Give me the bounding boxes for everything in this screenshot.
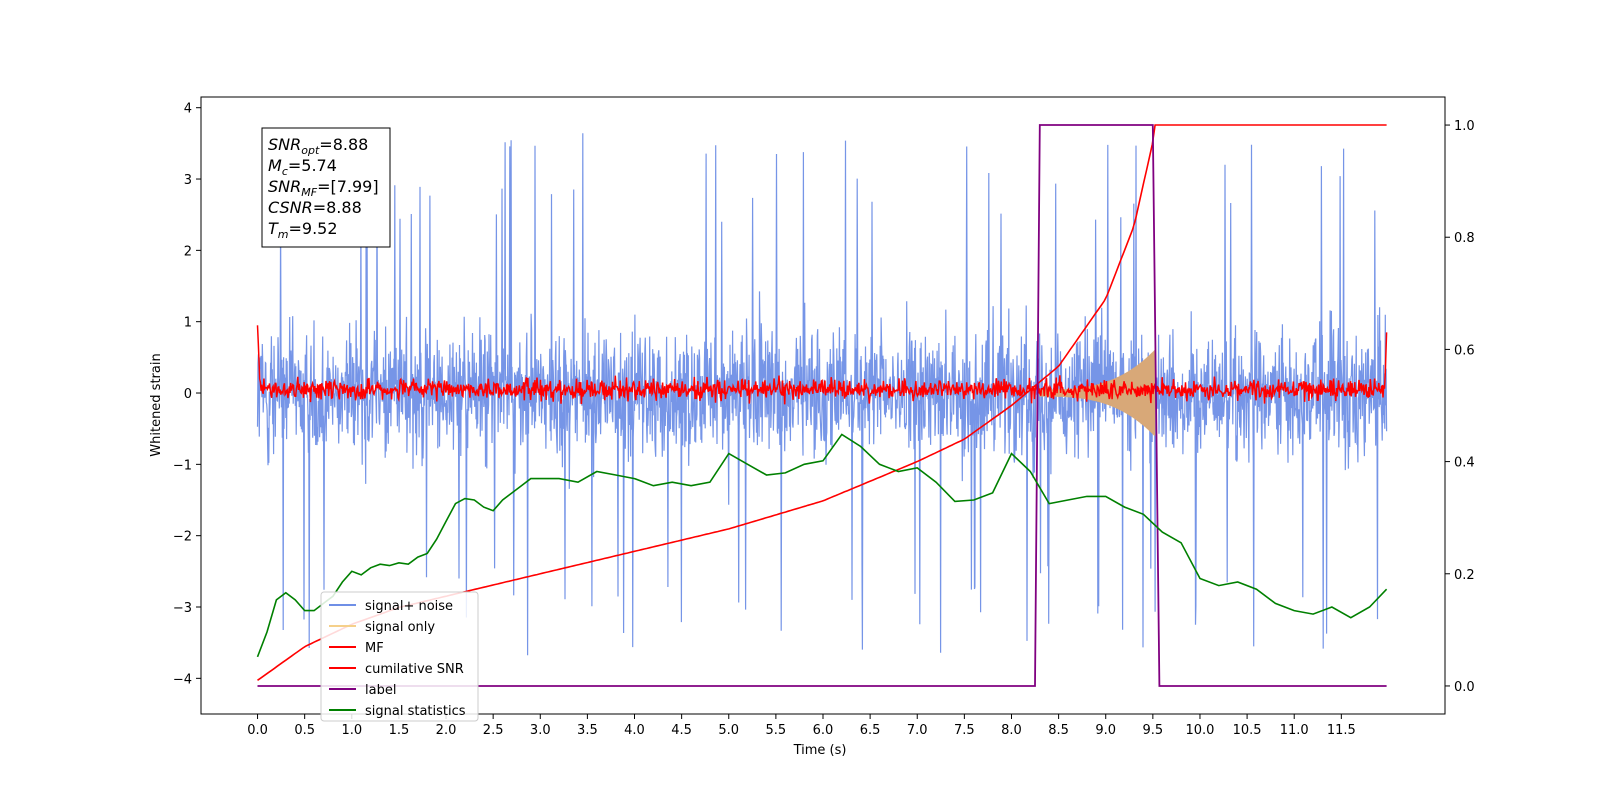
x-tick-label: 7.5 — [954, 723, 975, 738]
x-tick-label: 8.0 — [1001, 723, 1022, 738]
x-tick-label: 6.5 — [860, 723, 881, 738]
stats-line: SNRopt=8.88 — [268, 135, 368, 157]
y-left-tick-label: 1 — [184, 316, 192, 331]
y-right-tick-label: 0.2 — [1454, 568, 1475, 583]
y-right-tick-label: 0.0 — [1454, 680, 1475, 695]
x-tick-label: 9.5 — [1143, 723, 1164, 738]
legend: signal+ noise signal only MF cumilative SNR… — [320, 591, 479, 722]
x-tick-label: 0.5 — [294, 723, 315, 738]
x-tick-label: 2.5 — [483, 723, 504, 738]
y-left-tick-label: −3 — [173, 601, 192, 616]
y-left-tick-label: 4 — [184, 102, 192, 117]
y-left-tick-label: −2 — [173, 530, 192, 545]
legend-entry: signal+ noise — [365, 599, 453, 614]
y-left-tick-label: 0 — [184, 387, 192, 402]
legend-entry: signal statistics — [365, 704, 466, 719]
stats-box-frame — [261, 127, 391, 248]
x-tick-label: 3.0 — [530, 723, 551, 738]
y-axis-left: −4 −3 −2 −1 0 1 2 3 4 — [173, 102, 201, 687]
y-left-tick-label: 3 — [184, 173, 192, 188]
legend-entry: cumilative SNR — [365, 662, 464, 677]
x-tick-label: 5.0 — [718, 723, 739, 738]
legend-entry: label — [365, 683, 396, 698]
x-tick-label: 2.0 — [436, 723, 457, 738]
stats-line: Tm=9.52 — [268, 219, 338, 241]
y-right-tick-label: 1.0 — [1454, 119, 1475, 134]
x-tick-label: 6.0 — [813, 723, 834, 738]
legend-entry: signal only — [365, 620, 435, 635]
series-signal-noise — [256, 133, 1388, 656]
x-tick-label: 8.5 — [1048, 723, 1069, 738]
series-label — [257, 124, 1387, 687]
x-tick-label: 11.0 — [1280, 723, 1309, 738]
y-left-tick-label: −4 — [173, 672, 192, 687]
y-axis-right: 0.0 0.2 0.4 0.6 0.8 1.0 — [1445, 119, 1475, 695]
x-tick-label: 11.5 — [1327, 723, 1356, 738]
x-tick-label: 4.5 — [671, 723, 692, 738]
x-tick-label: 1.5 — [389, 723, 410, 738]
x-axis: 0.0 0.5 1.0 1.5 2.0 2.5 3.0 3.5 4.0 4.5 5.0 5.5 6.0 6… — [247, 714, 1356, 738]
stats-line: CSNR=8.88 — [268, 198, 362, 217]
stats-line: SNRMF=[7.99] — [268, 177, 379, 199]
series-mf — [256, 325, 1388, 405]
legend-entry: MF — [365, 641, 384, 656]
series-signal-statistics — [256, 433, 1388, 658]
x-tick-label: 7.0 — [907, 723, 928, 738]
y-right-tick-label: 0.4 — [1454, 456, 1475, 471]
x-tick-label: 9.0 — [1095, 723, 1116, 738]
x-tick-label: 5.5 — [766, 723, 787, 738]
x-tick-label: 4.0 — [624, 723, 645, 738]
x-tick-label: 1.0 — [341, 723, 362, 738]
y-left-tick-label: −1 — [173, 458, 192, 473]
y-left-tick-label: 2 — [184, 244, 192, 259]
x-tick-label: 0.0 — [247, 723, 268, 738]
x-tick-label: 3.5 — [577, 723, 598, 738]
y-axis-label: Whitened strain — [149, 353, 164, 456]
x-tick-label: 10.0 — [1185, 723, 1214, 738]
x-tick-label: 10.5 — [1233, 723, 1262, 738]
legend-frame — [320, 591, 479, 722]
y-right-tick-label: 0.6 — [1454, 343, 1475, 358]
y-right-tick-label: 0.8 — [1454, 231, 1475, 246]
x-axis-label: Time (s) — [793, 743, 847, 758]
series-signal-only — [1039, 350, 1156, 436]
stats-line: Mc=5.74 — [268, 156, 337, 178]
